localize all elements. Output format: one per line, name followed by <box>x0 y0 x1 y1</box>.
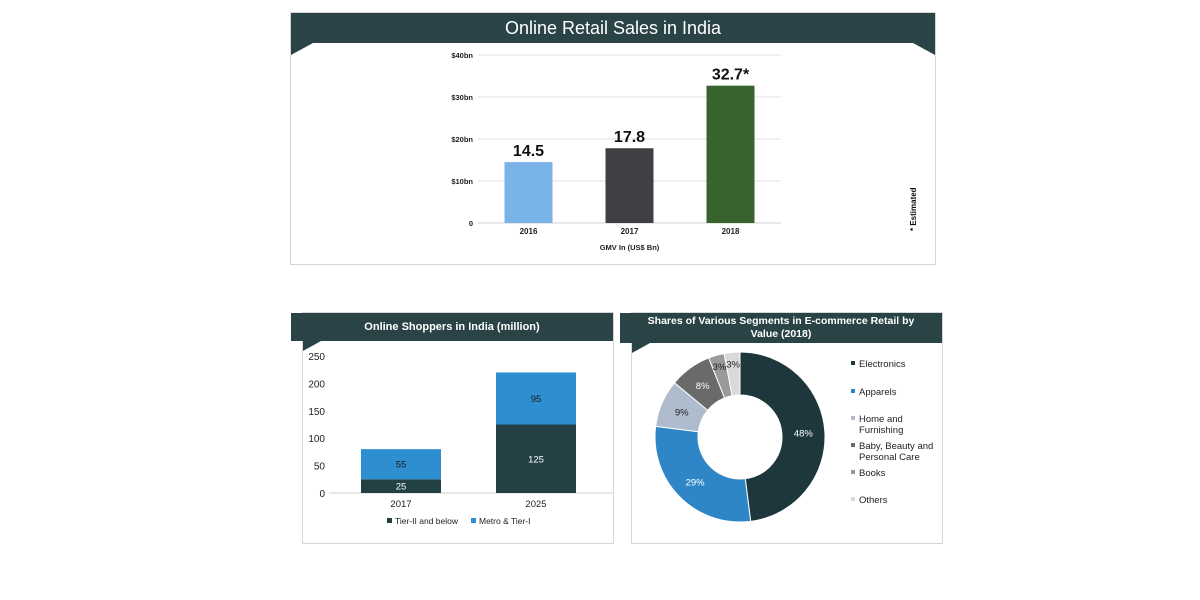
y-tick-label: $30bn <box>451 93 473 102</box>
online-shoppers-header-notch <box>303 341 321 351</box>
legend-label: Baby, Beauty and Personal Care <box>859 441 933 463</box>
y-tick-label: $20bn <box>451 135 473 144</box>
legend-label: Others <box>859 495 888 506</box>
legend-swatch <box>471 518 476 523</box>
segment-shares-header: Shares of Various Segments in E-commerce… <box>620 313 942 343</box>
data-label: 125 <box>528 454 544 465</box>
online-shoppers-header: Online Shoppers in India (million) <box>291 313 613 341</box>
retail-sales-chart: 0 $10bn $20bn $30bn $40bn 14.5 2016 17.8 2017 32.… <box>451 51 781 252</box>
legend-swatch <box>851 416 855 420</box>
legend-swatch <box>851 470 855 474</box>
segment-shares-title: Shares of Various Segments in E-commerce… <box>647 315 915 340</box>
donut-slice-0 <box>739 351 826 522</box>
segment-shares-panel: Shares of Various Segments in E-commerce… <box>620 312 943 544</box>
data-label: 48% <box>794 429 814 440</box>
y-tick-label: 100 <box>308 434 325 445</box>
data-label: 3% <box>713 362 727 373</box>
bar-2016 <box>504 162 553 223</box>
y-tick-label: 0 <box>319 489 325 500</box>
y-tick-label: $40bn <box>451 51 473 60</box>
retail-sales-header-notch-right <box>913 43 935 55</box>
retail-sales-header: Online Retail Sales in India <box>291 13 935 43</box>
data-label: 14.5 <box>513 143 544 160</box>
y-tick-label: 150 <box>308 407 325 418</box>
legend-swatch <box>851 443 855 447</box>
x-tick-label: 2017 <box>621 227 639 236</box>
y-tick-label: 0 <box>469 219 473 228</box>
segment-shares-header-notch <box>632 343 650 353</box>
online-shoppers-title: Online Shoppers in India (million) <box>364 321 540 333</box>
estimated-annotation: * Estimated <box>909 187 918 231</box>
retail-sales-header-notch <box>291 43 313 55</box>
legend-swatch <box>387 518 392 523</box>
data-label: 32.7* <box>712 67 750 84</box>
donut-slice-5 <box>723 351 741 397</box>
online-shoppers-chart: 0 50 100 150 200 250 25 55 2017 125 95 2025 Tier-II … <box>308 352 613 526</box>
x-tick-label: 2025 <box>525 499 546 510</box>
y-tick-label: 250 <box>308 352 325 363</box>
x-tick-label: 2016 <box>520 227 538 236</box>
x-tick-label: 2018 <box>722 227 740 236</box>
retail-sales-panel: Online Retail Sales in India 0 $10bn $20bn… <box>290 12 936 265</box>
legend-label: Tier-II and below <box>395 516 459 526</box>
legend-label: Electronics <box>859 359 906 370</box>
legend-label: Books <box>859 468 886 479</box>
x-tick-label: 2017 <box>390 499 411 510</box>
legend-label: Home and Furnishing <box>859 414 903 436</box>
data-label: 17.8 <box>614 129 645 146</box>
legend-label: Apparels <box>859 387 897 398</box>
stack-segment-2025-1 <box>496 372 576 425</box>
data-label: 25 <box>396 482 407 493</box>
online-shoppers-panel: Online Shoppers in India (million) 0 50 10… <box>291 312 614 544</box>
data-label: 55 <box>396 460 407 471</box>
stack-segment-2017-0 <box>361 479 441 493</box>
legend-swatch <box>851 497 855 501</box>
data-label: 95 <box>531 394 542 405</box>
stack-segment-2025-0 <box>496 424 576 493</box>
data-label: 29% <box>686 477 706 488</box>
y-tick-label: 50 <box>314 462 326 473</box>
y-tick-label: 200 <box>308 379 325 390</box>
data-label: 8% <box>696 381 710 392</box>
donut-slice-1 <box>654 425 752 523</box>
data-label: 9% <box>675 407 689 418</box>
bar-2018 <box>706 85 755 223</box>
y-tick-label: $10bn <box>451 177 473 186</box>
x-axis-label: GMV In (US$ Bn) <box>600 243 660 252</box>
stack-segment-2017-1 <box>361 449 441 480</box>
legend-label: Metro & Tier-I <box>479 516 530 526</box>
legend-swatch <box>851 361 855 365</box>
bar-2017 <box>605 148 654 223</box>
legend-swatch <box>851 389 855 393</box>
retail-sales-title: Online Retail Sales in India <box>504 18 722 38</box>
data-label: 3% <box>726 359 740 370</box>
